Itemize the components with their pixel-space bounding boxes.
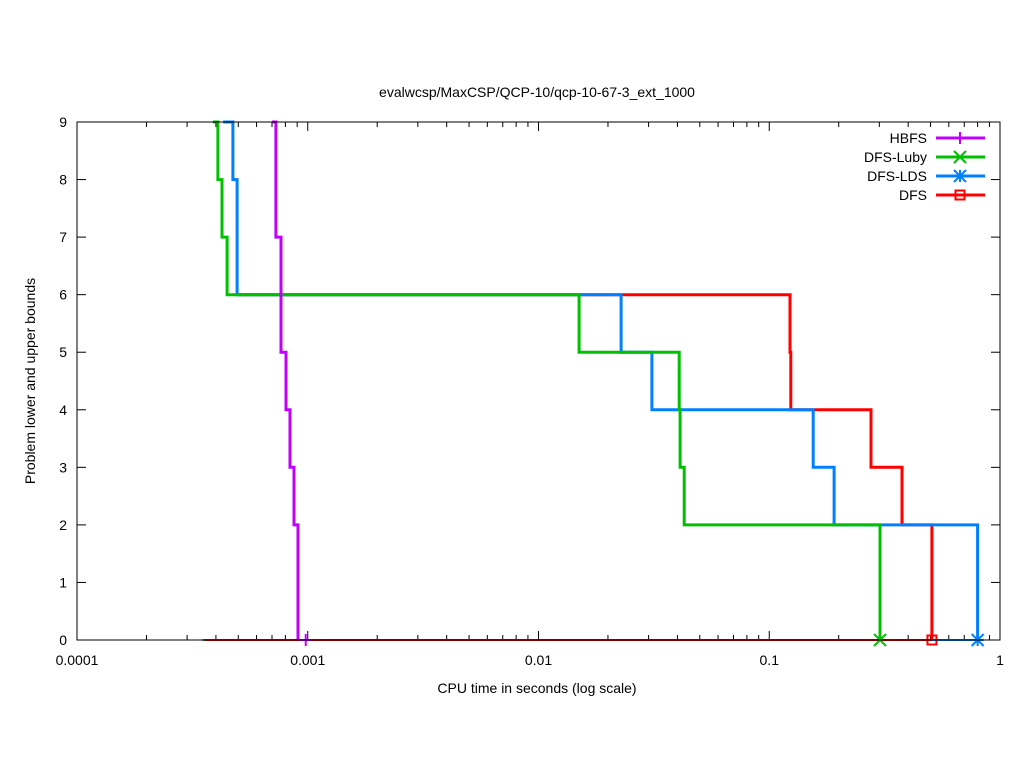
x-tick-label: 1	[996, 652, 1004, 668]
legend-marker	[953, 150, 967, 164]
star-marker-icon	[953, 169, 967, 183]
y-tick-label: 5	[59, 344, 67, 360]
x-marker-icon	[953, 150, 967, 164]
upper-bound-line-dfs-luby	[212, 120, 882, 640]
chart-title: evalwcsp/MaxCSP/QCP-10/qcp-10-67-3_ext_1…	[379, 84, 695, 100]
x-tick-label: 0.001	[290, 652, 325, 668]
legend-marker	[954, 132, 966, 144]
y-tick-label: 9	[59, 114, 67, 130]
y-tick-label: 1	[59, 574, 67, 590]
legend-label: HBFS	[890, 130, 927, 146]
legend-marker	[954, 189, 966, 201]
plot-border	[76, 121, 1001, 641]
y-tick-label: 6	[59, 287, 67, 303]
x-tick-label: 0.0001	[56, 652, 99, 668]
legend-marker	[953, 169, 967, 183]
y-tick-label: 4	[59, 402, 67, 418]
legend-label: DFS	[899, 187, 927, 203]
upper-bound-line-hbfs	[272, 120, 300, 640]
y-tick-label: 8	[59, 172, 67, 188]
x-tick-label: 0.01	[525, 652, 552, 668]
legend-label: DFS-LDS	[867, 168, 927, 184]
upper-bound-line-dfs-lds	[223, 120, 980, 640]
y-tick-label: 3	[59, 459, 67, 475]
square-marker-icon	[954, 189, 966, 201]
legend-label: DFS-Luby	[864, 149, 927, 165]
y-tick-label: 0	[59, 632, 67, 648]
plus-marker-icon	[954, 132, 966, 144]
y-axis-label: Problem lower and upper bounds	[22, 278, 38, 484]
y-tick-label: 7	[59, 229, 67, 245]
x-tick-label: 0.1	[760, 652, 780, 668]
x-axis-label: CPU time in seconds (log scale)	[437, 680, 636, 696]
y-tick-label: 2	[59, 517, 67, 533]
